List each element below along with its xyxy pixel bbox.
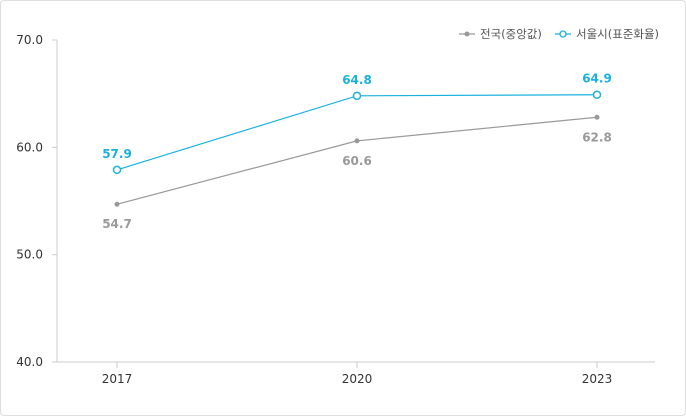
chart-axes: 70.0 60.0 50.0 40.0 2017 2020 2023 [16,33,655,386]
y-tick-label: 60.0 [16,140,43,154]
series-layer: 54.7 60.6 62.8 57.9 64.8 64.9 [102,72,612,231]
data-point [114,201,120,207]
data-label: 60.6 [342,154,372,168]
y-tick-label: 40.0 [16,355,43,369]
x-tick-label: 2020 [342,372,373,386]
legend-marker [559,30,567,38]
legend-label: 서울시(표준화율) [576,27,659,41]
data-point [354,138,360,144]
data-point [112,165,122,175]
chart-legend: 전국(중앙값) 서울시(표준화율) [459,27,659,41]
data-point [592,90,602,99]
legend-label: 전국(중앙값) [480,27,542,41]
data-point [352,91,362,101]
data-point [594,114,600,120]
y-tick-label: 70.0 [16,33,43,47]
data-label: 57.9 [102,147,132,161]
data-label: 64.9 [582,72,612,86]
legend-marker [464,31,470,37]
x-tick-label: 2023 [582,372,613,386]
data-label: 64.8 [342,73,372,87]
x-tick-label: 2017 [102,372,133,386]
y-tick-label: 50.0 [16,248,43,262]
data-label: 54.7 [102,217,132,231]
data-label: 62.8 [582,130,612,144]
